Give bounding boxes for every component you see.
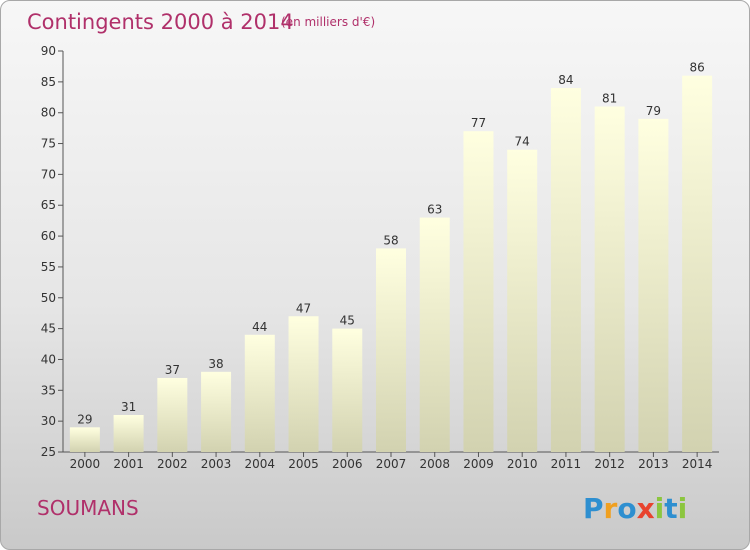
x-tick-label: 2003	[201, 457, 232, 471]
bar-value-label: 44	[252, 320, 267, 334]
commune-name: SOUMANS	[37, 496, 139, 520]
y-tick-label: 65	[41, 198, 56, 212]
bar	[201, 371, 232, 452]
bar-value-label: 81	[602, 92, 617, 106]
logo-letter: r	[604, 492, 618, 525]
y-tick-label: 40	[41, 352, 56, 366]
x-tick-label: 2000	[70, 457, 101, 471]
logo-letter: x	[637, 492, 655, 525]
y-tick-label: 90	[41, 44, 56, 58]
bar-value-label: 37	[165, 363, 180, 377]
logo-letter: i	[678, 492, 688, 525]
chart-subtitle: (en milliers d'€)	[281, 15, 375, 29]
bars	[69, 75, 713, 453]
bar	[594, 106, 625, 453]
bar	[682, 75, 713, 452]
y-tick-label: 50	[41, 291, 56, 305]
x-tick-label: 2001	[113, 457, 144, 471]
x-tick-label: 2011	[551, 457, 582, 471]
bar-value-label: 63	[427, 203, 442, 217]
y-tick-label: 75	[41, 137, 56, 151]
y-tick-label: 35	[41, 383, 56, 397]
x-tick-labels: 2000 2001 2002 2003 2004 2005 2006 2007 2008 2009…	[70, 452, 713, 471]
bar-value-label: 38	[208, 357, 223, 371]
bar	[638, 118, 669, 452]
logo-letter: i	[655, 492, 665, 525]
bar	[244, 334, 275, 452]
bar	[69, 427, 100, 452]
x-tick-label: 2009	[463, 457, 494, 471]
bar-value-label: 86	[689, 61, 704, 75]
logo-letter: o	[617, 492, 636, 525]
x-tick-label: 2012	[594, 457, 625, 471]
bar-value-label: 45	[340, 314, 355, 328]
x-tick-label: 2005	[288, 457, 319, 471]
bar-value-label: 58	[383, 233, 398, 247]
bar	[376, 248, 406, 452]
y-tick-label: 30	[41, 414, 56, 428]
logo-letter: P	[583, 492, 604, 525]
bar-value-label: 31	[121, 400, 136, 414]
x-tick-label: 2006	[332, 457, 363, 471]
y-tick-label: 80	[41, 106, 56, 120]
y-tick-label: 60	[41, 229, 56, 243]
bar	[507, 149, 538, 452]
y-tick-label: 45	[41, 322, 56, 336]
bar	[463, 131, 494, 452]
bar	[288, 316, 319, 452]
x-tick-label: 2013	[638, 457, 669, 471]
bar-value-label: 74	[515, 135, 530, 149]
x-tick-label: 2010	[507, 457, 538, 471]
bar-value-label: 77	[471, 116, 486, 130]
value-labels: 29 31 37 38 44 47 45 58 63 77 74 84 81 79 86	[77, 61, 705, 427]
bar-value-label: 79	[646, 104, 661, 118]
bar	[113, 414, 144, 452]
bar	[550, 88, 581, 452]
x-tick-label: 2014	[682, 457, 713, 471]
bar-value-label: 84	[558, 73, 573, 87]
chart-title: Contingents 2000 à 2014	[27, 10, 294, 34]
x-tick-label: 2007	[376, 457, 407, 471]
bar-value-label: 29	[77, 412, 92, 426]
y-tick-label: 70	[41, 167, 56, 181]
bar	[419, 217, 450, 452]
logo-letter: t	[664, 492, 677, 525]
x-tick-label: 2002	[157, 457, 188, 471]
bar	[332, 328, 363, 452]
bar-value-label: 47	[296, 301, 311, 315]
y-tick-label: 85	[41, 75, 56, 89]
x-tick-label: 2004	[245, 457, 276, 471]
bar	[157, 377, 188, 452]
y-tick-label: 25	[41, 445, 56, 459]
x-tick-label: 2008	[419, 457, 450, 471]
y-tick-label: 55	[41, 260, 56, 274]
proxiti-logo: Proxiti	[583, 492, 687, 525]
axes: 25 30 35 40 45 50 55 60 65 70 75 80 85 90	[41, 44, 719, 459]
